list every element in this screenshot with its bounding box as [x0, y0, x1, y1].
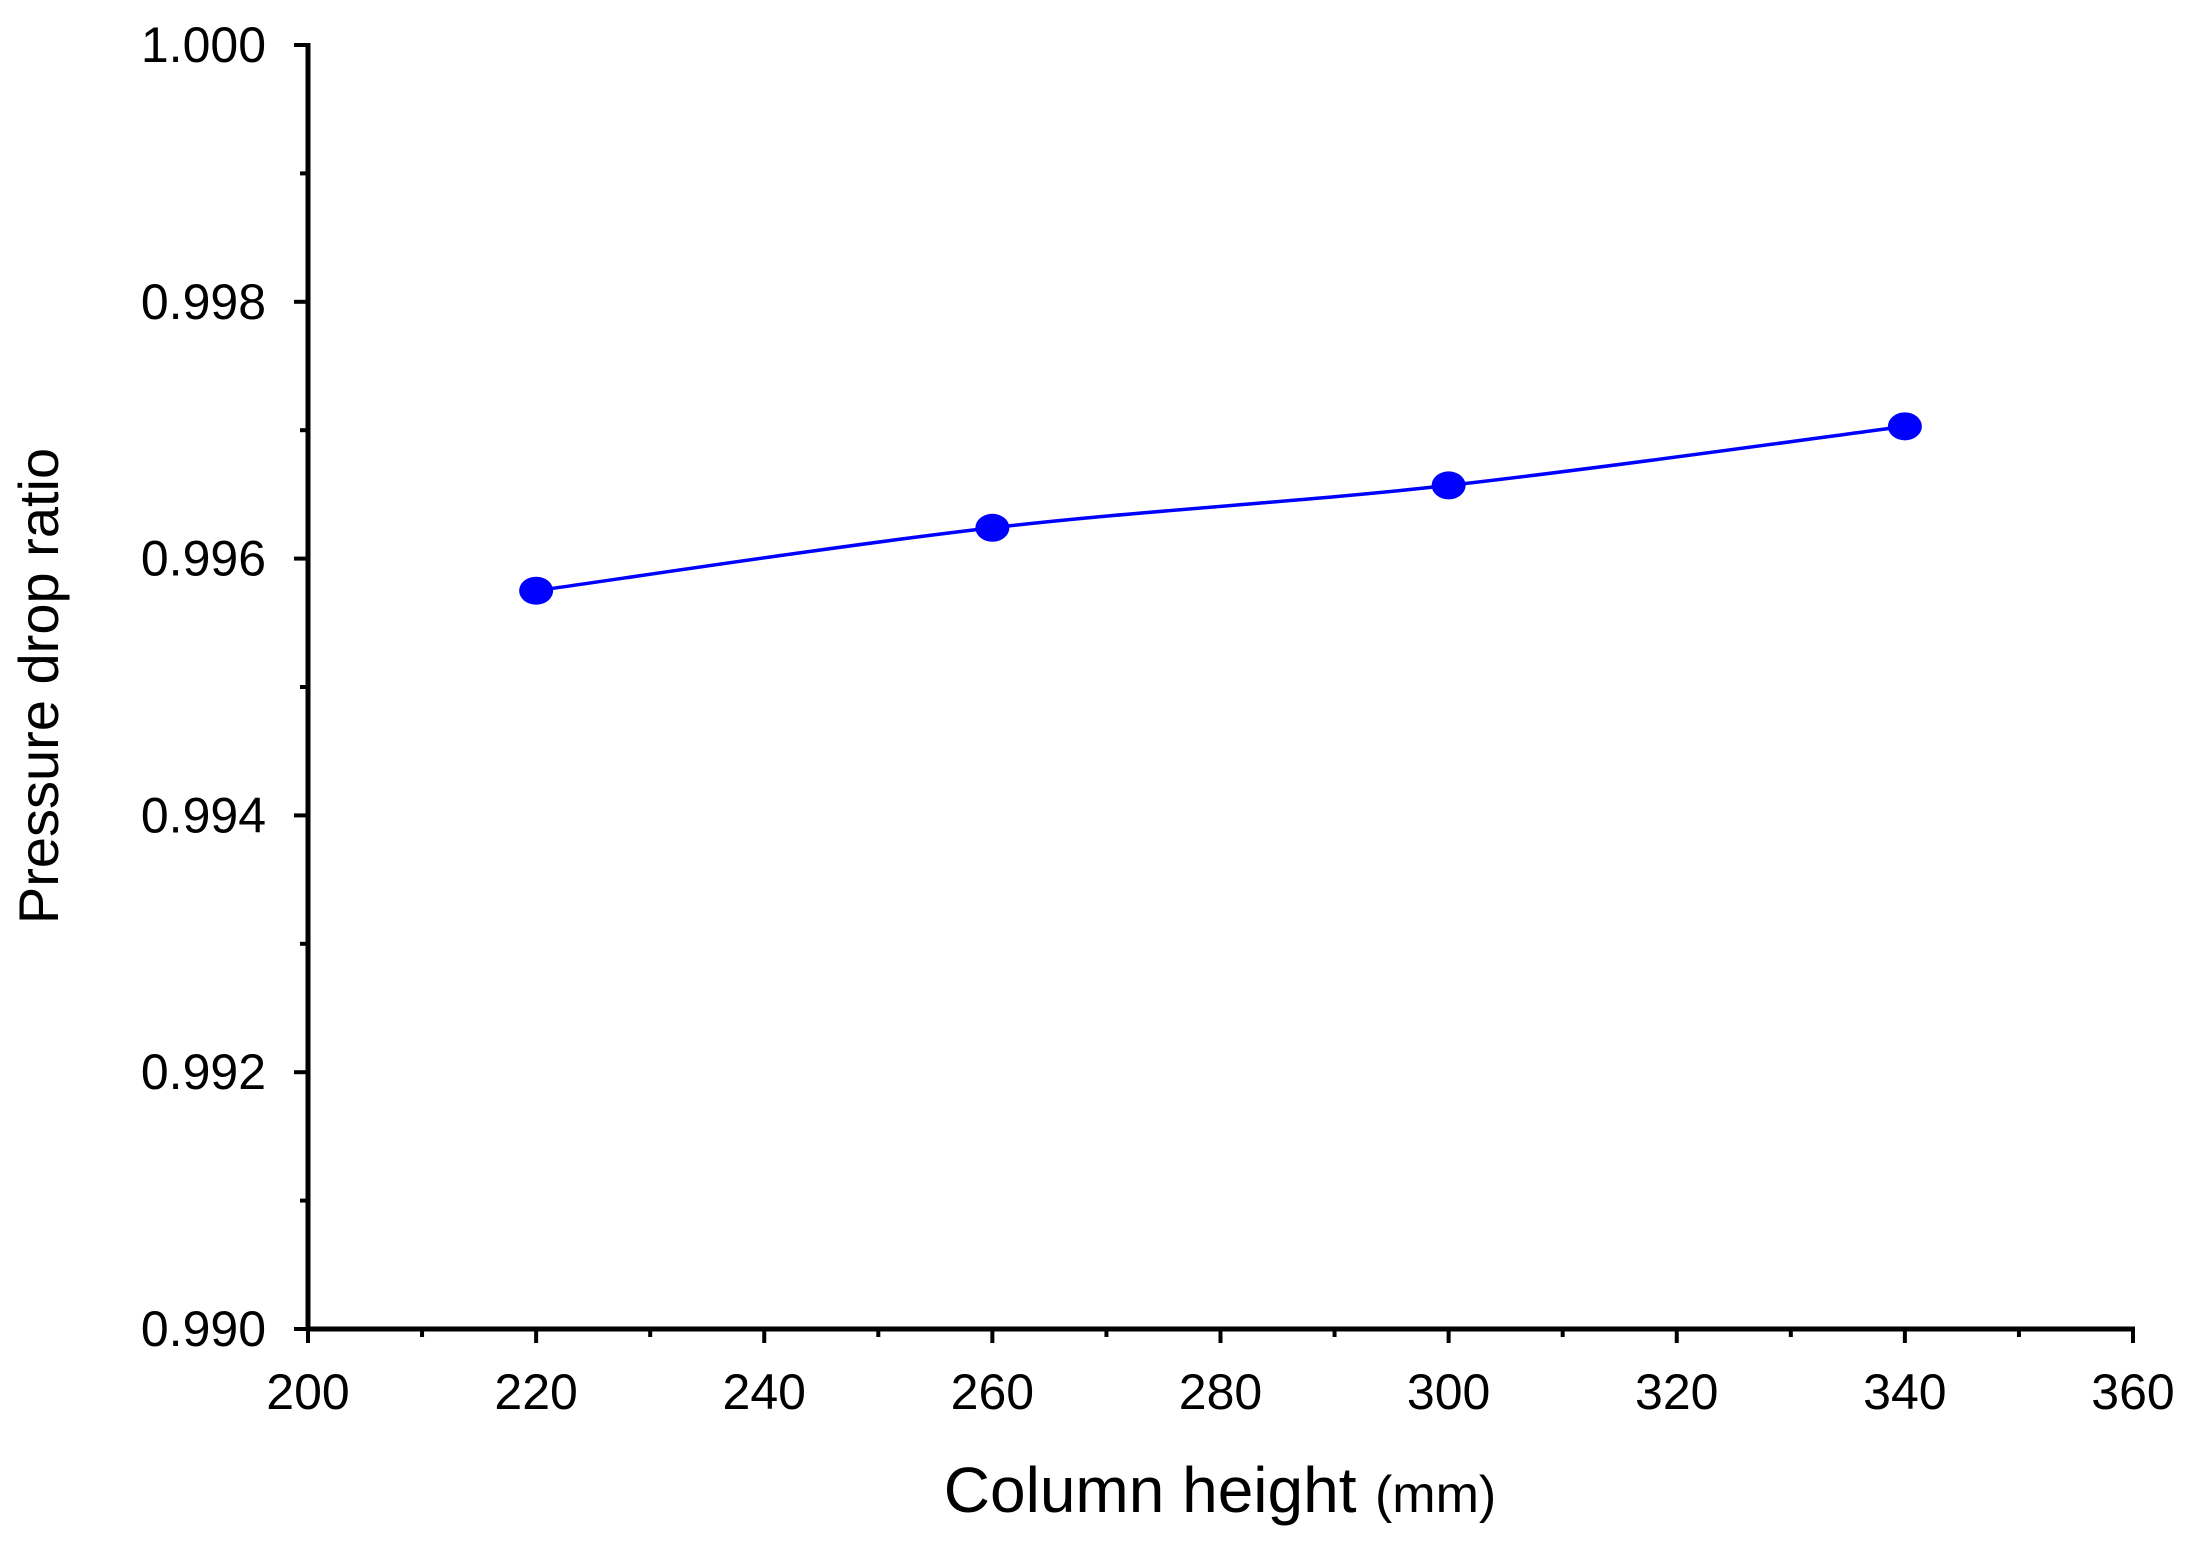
- y-tick-label-0.998: 0.998: [141, 274, 266, 330]
- y-tick-label-1.000: 1.000: [141, 17, 266, 73]
- x-axis-title-text: Column height: [944, 1454, 1357, 1526]
- x-tick-label-260: 260: [951, 1364, 1034, 1420]
- x-axis-title: Column height (mm): [944, 1454, 1496, 1526]
- x-tick-label-280: 280: [1179, 1364, 1262, 1420]
- axes: [305, 43, 2135, 1332]
- x-tick-label-300: 300: [1407, 1364, 1490, 1420]
- ticks: [294, 43, 2135, 1343]
- y-axis-title: Pressure drop ratio: [7, 448, 70, 924]
- y-tick-label-0.990: 0.990: [141, 1301, 266, 1357]
- tick-labels: 200 220 240 260 280 300 320 340 360 0.990 0.992 0.9…: [141, 17, 2175, 1420]
- series-0-point-340: [1887, 412, 1922, 441]
- x-tick-label-360: 360: [2091, 1364, 2174, 1420]
- x-tick-label-320: 320: [1635, 1364, 1718, 1420]
- x-tick-label-220: 220: [494, 1364, 577, 1420]
- x-tick-label-240: 240: [723, 1364, 806, 1420]
- y-tick-label-0.994: 0.994: [141, 787, 266, 843]
- x-axis-title-unit: (mm): [1375, 1466, 1496, 1524]
- x-tick-label-340: 340: [1863, 1364, 1946, 1420]
- y-tick-label-0.996: 0.996: [141, 531, 266, 587]
- series-0-point-220: [519, 576, 554, 605]
- series-0-point-300: [1431, 471, 1466, 500]
- series-0-line: [535, 424, 1906, 593]
- y-tick-label-0.992: 0.992: [141, 1044, 266, 1100]
- series-0-point-260: [975, 513, 1010, 542]
- plot-series: [519, 412, 1922, 605]
- x-tick-label-200: 200: [266, 1364, 349, 1420]
